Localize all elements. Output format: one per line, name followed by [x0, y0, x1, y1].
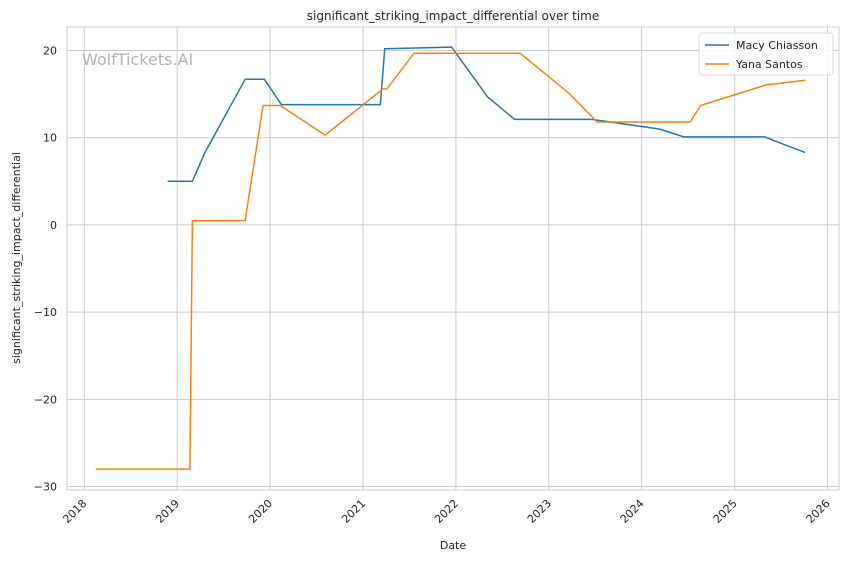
y-tick-label: 10 — [43, 132, 57, 145]
tick-labels: −30 −20 −10 0 10 20 2018 2019 2020 2021 2022 2023 20… — [34, 45, 833, 526]
y-tick-label: 20 — [43, 45, 57, 58]
series-line-2 — [95, 52, 806, 470]
y-tick-label: −30 — [34, 481, 57, 494]
y-tick-label: −10 — [34, 306, 57, 319]
chart-title: significant_striking_impact_differential… — [307, 9, 599, 23]
grid — [67, 27, 839, 490]
x-tick-label: 2022 — [432, 497, 461, 526]
series-layer — [95, 46, 806, 470]
x-tick-label: 2021 — [339, 497, 368, 526]
x-tick-label: 2020 — [246, 497, 275, 526]
x-tick-label: 2023 — [525, 497, 554, 526]
x-tick-label: 2026 — [804, 497, 833, 526]
y-tick-label: 0 — [50, 219, 57, 232]
x-tick-label: 2019 — [153, 497, 182, 526]
y-tick-label: −20 — [34, 393, 57, 406]
x-axis-title: Date — [440, 539, 467, 552]
legend: Macy Chiasson Yana Santos — [698, 32, 834, 76]
plot-frame — [66, 26, 840, 491]
x-tick-label: 2018 — [60, 497, 89, 526]
watermark: WolfTickets.AI — [82, 50, 193, 69]
legend-label: Yana Santos — [735, 58, 803, 71]
x-tick-label: 2025 — [711, 497, 740, 526]
y-axis-title: significant_striking_impact_differential — [10, 152, 23, 364]
x-tick-label: 2024 — [618, 497, 647, 526]
series-line-1 — [167, 46, 806, 183]
legend-label: Macy Chiasson — [736, 39, 818, 52]
legend-box — [698, 32, 834, 76]
